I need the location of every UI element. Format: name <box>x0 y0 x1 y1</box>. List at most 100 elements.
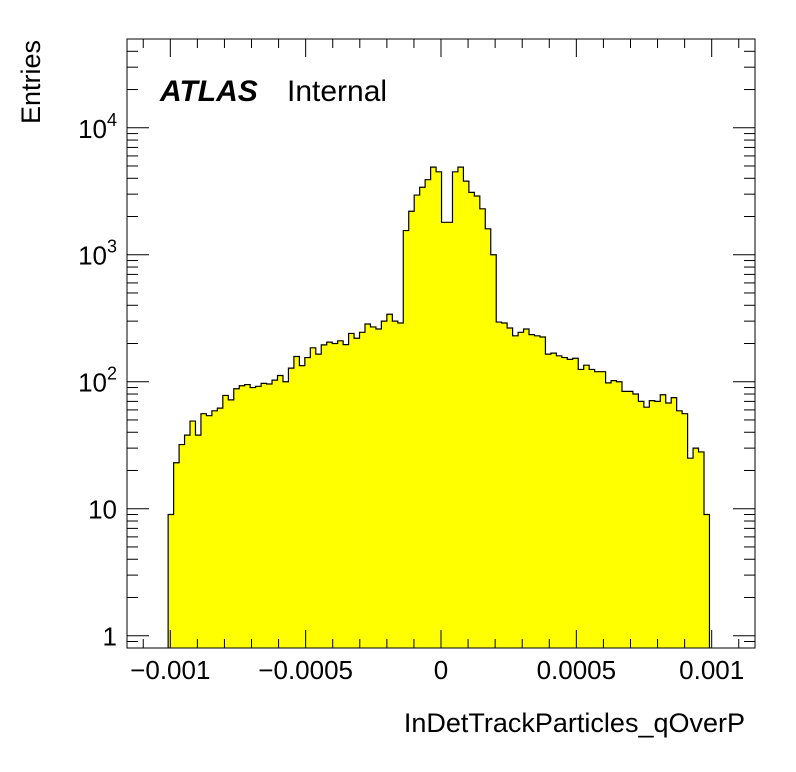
histogram-bin <box>403 230 410 648</box>
histogram-bin <box>621 391 628 648</box>
histogram-bin <box>217 408 224 648</box>
histogram-outline <box>167 166 711 648</box>
histogram-bin <box>687 458 694 648</box>
histogram-bin <box>436 171 442 649</box>
y-tick-label: 102 <box>78 364 117 398</box>
histogram-bin <box>222 395 229 648</box>
histogram-bin <box>572 358 579 648</box>
histogram-bin <box>408 211 415 648</box>
histogram-bin <box>348 333 355 648</box>
histogram-bin <box>425 179 431 648</box>
y-tick-label: 1 <box>103 622 117 652</box>
histogram-bin <box>343 344 349 648</box>
histogram-bin <box>550 353 557 648</box>
histogram-bin <box>337 340 344 648</box>
histogram-bin <box>545 354 552 648</box>
histogram-bin <box>693 448 699 648</box>
y-tick-label: 103 <box>78 237 117 271</box>
histogram-bin <box>184 435 191 648</box>
histogram-bin <box>578 369 585 648</box>
y-tick-labels: 1 10 102 103 104 <box>78 110 117 652</box>
histogram-bin <box>561 357 568 648</box>
histogram-bin <box>195 435 202 648</box>
histogram-bin <box>375 329 382 648</box>
histogram-bin <box>463 181 470 648</box>
histogram-bin <box>583 365 590 648</box>
histogram-bin <box>282 381 289 648</box>
histogram-bin <box>665 402 672 648</box>
histogram-bin <box>518 332 524 648</box>
histogram-bin <box>512 335 519 648</box>
histogram-bin <box>200 413 207 648</box>
histogram-bin <box>261 383 267 648</box>
x-tick-label: 0.001 <box>679 655 744 685</box>
histogram-bin <box>682 413 688 648</box>
x-tick-label: −0.001 <box>130 655 210 685</box>
histogram-bin <box>556 355 563 648</box>
histogram-bin <box>600 371 606 648</box>
histogram-bin <box>605 382 612 648</box>
histogram-bin <box>490 254 497 649</box>
histogram-bin <box>386 314 393 648</box>
histogram-bin <box>321 344 328 648</box>
histogram-bin <box>304 357 311 648</box>
histogram-bin <box>567 359 574 648</box>
histogram-bin <box>523 329 530 648</box>
histogram-bin <box>485 228 492 648</box>
histogram-bin <box>660 394 667 648</box>
histogram-bin <box>397 323 404 648</box>
histogram-bin <box>272 380 278 648</box>
histogram-bin <box>233 388 240 648</box>
histogram-bin <box>381 321 388 648</box>
histogram-bin <box>654 401 661 648</box>
histogram-bin <box>452 171 459 649</box>
histogram-bin <box>179 444 185 648</box>
histogram-bin <box>211 410 218 648</box>
histogram-bin <box>534 335 541 648</box>
histogram-bin <box>501 323 508 648</box>
histogram-bin <box>441 222 448 648</box>
y-axis-title: Entries <box>16 40 46 124</box>
histogram-bin <box>671 397 678 648</box>
histogram-bin <box>206 415 213 648</box>
histogram-bin <box>354 338 360 648</box>
histogram-bin <box>496 322 503 648</box>
x-tick-label: −0.0005 <box>258 655 353 685</box>
histogram-bin <box>255 386 262 648</box>
histogram-bin <box>414 195 421 648</box>
histogram-bin <box>594 371 601 648</box>
histogram-bin <box>507 327 513 648</box>
histogram-bin <box>250 387 256 648</box>
histogram-area <box>167 166 711 649</box>
internal-label: Internal <box>287 75 387 108</box>
histogram-bin <box>419 187 426 648</box>
histogram-bin <box>539 337 546 648</box>
histogram-bin <box>698 451 705 648</box>
atlas-label: ATLAS <box>159 75 258 108</box>
histogram-bin <box>676 410 683 648</box>
histogram-bin <box>239 385 246 648</box>
histogram-bin <box>611 380 617 648</box>
histogram-bin <box>228 399 235 648</box>
histogram-bin <box>364 323 371 648</box>
histogram-bin <box>632 394 639 648</box>
histogram-bin <box>370 326 377 648</box>
histogram-bin <box>447 222 453 648</box>
histogram-bin <box>430 167 437 648</box>
histogram-bin <box>479 208 486 648</box>
histogram-bin <box>168 514 174 648</box>
histogram-bin <box>293 356 300 648</box>
histogram-bin <box>173 462 180 648</box>
histogram-bin <box>266 383 273 648</box>
histogram-bin <box>277 375 284 648</box>
histogram-bin <box>589 369 595 648</box>
histogram-bin <box>457 167 464 648</box>
histogram-bin <box>468 192 475 648</box>
histogram-bin <box>244 384 251 648</box>
histogram-bin <box>643 407 650 648</box>
axis-ticks <box>127 38 755 649</box>
histogram-bin <box>704 514 710 648</box>
histogram-bin <box>315 354 322 648</box>
histogram-bin <box>332 343 338 648</box>
